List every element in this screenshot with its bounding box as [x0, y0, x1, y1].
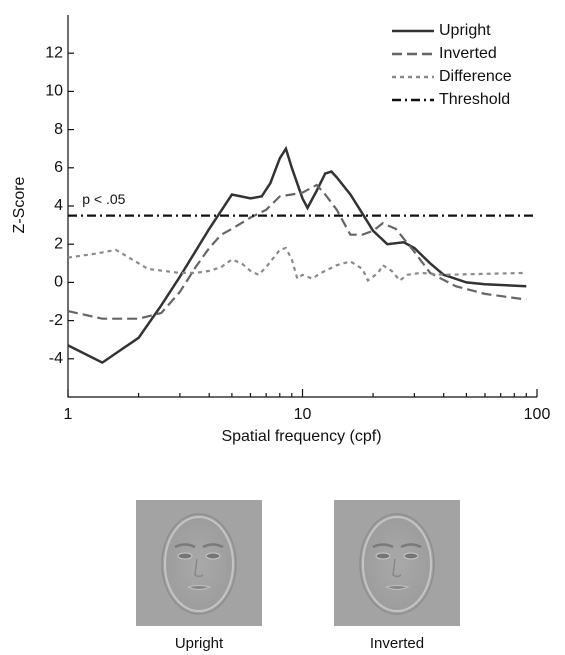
brow: [174, 543, 196, 549]
face-outline: [164, 516, 234, 612]
x-tick-label: 100: [524, 406, 551, 423]
y-tick-label: -2: [49, 312, 63, 329]
y-tick-label: -4: [49, 350, 63, 367]
face-panel: Upright Inverted: [136, 500, 460, 652]
legend-label: Difference: [439, 68, 512, 85]
x-axis-label: Spatial frequency (cpf): [221, 428, 381, 445]
brow: [400, 543, 422, 549]
legend-label: Threshold: [439, 91, 510, 108]
eye: [205, 552, 221, 560]
eye: [177, 552, 193, 560]
brow: [202, 543, 224, 549]
face-outline: [362, 516, 432, 612]
y-axis-label: Z-Score: [11, 176, 28, 233]
y-tick-label: 6: [54, 159, 63, 176]
brow: [372, 543, 394, 549]
y-tick-label: 8: [54, 121, 63, 138]
mouth: [385, 585, 410, 590]
y-tick-label: 0: [54, 274, 63, 291]
eye: [375, 552, 391, 560]
annotation: p < .05: [82, 191, 125, 207]
y-tick-label: 2: [54, 235, 63, 252]
image-caption: Upright: [175, 635, 224, 652]
series-line: [67, 145, 527, 365]
eye: [403, 552, 419, 560]
y-tick-label: 12: [45, 44, 63, 61]
legend-label: Inverted: [439, 45, 497, 62]
series-line: [67, 246, 527, 283]
y-tick-label: 10: [45, 83, 63, 100]
series-line: [67, 183, 527, 320]
face-outline-shadow: [161, 513, 237, 615]
nose: [392, 558, 402, 578]
plot: -4 -2 0 2 4 6 8 10 12 1 10 100 Spatial frequency (cp…: [11, 15, 550, 445]
legend-label: Upright: [439, 22, 491, 39]
y-tick-label: 4: [54, 197, 63, 214]
x-tick-label: 10: [294, 406, 312, 423]
x-tick-label: 1: [64, 406, 73, 423]
nose: [194, 558, 204, 578]
image-caption: Inverted: [370, 635, 424, 652]
mouth: [187, 585, 212, 590]
face-outline-shadow: [359, 513, 435, 615]
